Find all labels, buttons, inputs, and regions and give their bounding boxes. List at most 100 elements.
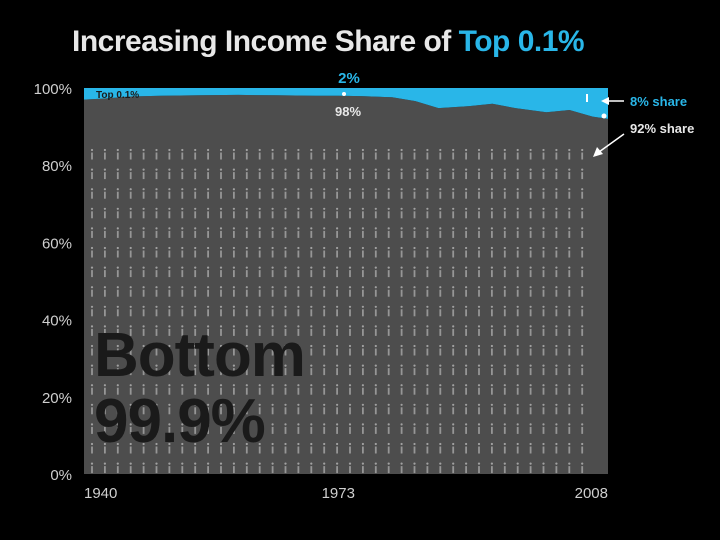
figure-mark-body [349, 328, 351, 336]
figure-mark-body [413, 250, 416, 258]
figure-mark-body [478, 328, 480, 336]
figure-mark-head [503, 403, 506, 406]
figure-mark-body [207, 466, 209, 474]
figure-mark-body [478, 368, 480, 376]
figure-mark-head [529, 286, 532, 289]
figure-mark-head [129, 188, 132, 191]
figure-mark-body [581, 270, 584, 278]
figure-mark-head [439, 148, 442, 152]
figure-mark-head [155, 305, 158, 308]
end-bottom-share-label: 92% share [630, 121, 694, 136]
figure-mark-body [245, 328, 248, 336]
end-bottom-arrow-shaft [598, 133, 625, 153]
figure-mark-head [245, 325, 248, 328]
figure-mark-body [129, 368, 132, 376]
figure-mark-body [142, 309, 145, 317]
figure-mark-body [271, 211, 274, 219]
figure-mark-head [207, 148, 210, 152]
figure-mark-head [490, 148, 493, 152]
figure-mark-head [336, 325, 339, 328]
figure-mark-body [271, 348, 274, 356]
figure-mark-body [245, 348, 248, 356]
figure-mark-body [284, 250, 287, 258]
figure-mark-head [439, 188, 442, 191]
figure-mark-head [568, 148, 571, 152]
figure-mark-body [478, 426, 480, 434]
figure-mark-head [155, 148, 158, 152]
figure-mark-head [258, 188, 261, 191]
figure-mark-body [374, 466, 377, 474]
figure-mark-body [91, 387, 93, 395]
figure-mark-head [374, 148, 377, 152]
figure-mark-body [387, 230, 390, 238]
figure-mark-head [90, 148, 94, 152]
figure-mark-body [581, 191, 584, 199]
figure-mark-head [426, 462, 429, 465]
figure-mark-head [129, 384, 132, 387]
figure-mark-head [155, 266, 158, 269]
figure-mark-body [439, 368, 442, 376]
figure-mark-body [220, 328, 222, 336]
figure-mark-body [168, 309, 171, 317]
figure-mark-body [297, 446, 300, 454]
figure-mark-body [207, 387, 209, 395]
figure-mark-head [219, 325, 223, 328]
figure-mark-body [245, 407, 248, 415]
figure-mark-body [529, 387, 532, 395]
figure-mark-body [258, 172, 261, 180]
figure-mark-head [348, 148, 352, 152]
figure-mark-body [516, 152, 519, 160]
figure-mark-head [194, 403, 197, 406]
figure-mark-head [207, 364, 210, 367]
figure-mark-body [426, 328, 429, 336]
figure-mark-head [477, 286, 481, 289]
figure-mark-head [90, 403, 94, 406]
figure-mark-body [503, 211, 506, 219]
figure-mark-head [181, 148, 184, 152]
figure-mark-head [361, 384, 364, 387]
figure-mark-head [129, 168, 132, 171]
figure-mark-head [477, 403, 481, 406]
figure-mark-head [452, 442, 455, 446]
figure-mark-body [104, 172, 106, 180]
figure-mark-head [439, 344, 442, 348]
figure-mark-body [116, 466, 119, 474]
figure-mark-body [220, 152, 222, 160]
figure-mark-head [284, 442, 287, 446]
x-tick-label: 1973 [322, 485, 355, 502]
figure-mark-body [374, 191, 377, 199]
figure-mark-head [168, 325, 171, 328]
figure-mark-head [374, 344, 377, 348]
figure-mark-body [465, 211, 467, 219]
figure-mark-head [232, 188, 235, 191]
figure-mark-body [91, 309, 93, 317]
figure-mark-head [387, 168, 390, 171]
figure-mark-head [555, 227, 558, 230]
figure-mark-body [542, 191, 545, 199]
figure-mark-head [426, 423, 429, 426]
figure-mark-head [155, 286, 158, 289]
figure-mark-head [258, 227, 261, 230]
figure-mark-body [555, 152, 558, 160]
figure-mark-body [478, 230, 480, 238]
figure-mark-body [116, 328, 119, 336]
figure-mark-head [503, 364, 506, 367]
figure-mark-body [529, 289, 532, 297]
figure-mark-head [336, 227, 339, 230]
figure-mark-head [413, 384, 416, 387]
figure-mark-body [233, 172, 235, 180]
figure-mark-body [271, 368, 274, 376]
figure-mark-body [258, 348, 261, 356]
figure-mark-body [349, 270, 351, 278]
figure-mark-body [491, 211, 493, 219]
figure-mark-head [194, 442, 197, 446]
figure-mark-body [129, 172, 132, 180]
figure-mark-body [555, 211, 558, 219]
figure-mark-head [336, 246, 339, 250]
figure-mark-head [490, 403, 493, 406]
figure-mark-body [568, 289, 571, 297]
figure-mark-head [284, 403, 287, 406]
figure-mark-body [142, 446, 145, 454]
figure-mark-body [233, 426, 235, 434]
figure-mark-body [413, 289, 416, 297]
